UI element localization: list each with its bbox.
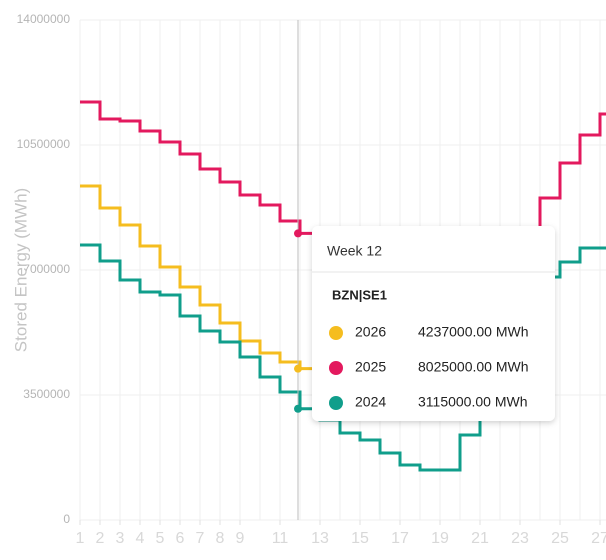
y-tick-label: 10500000	[17, 137, 71, 151]
x-tick-label: 25	[551, 530, 569, 547]
tooltip-value: 8025000.00 MWh	[418, 359, 529, 375]
y-tick-label: 14000000	[17, 12, 71, 26]
tooltip-value: 3115000.00 MWh	[418, 394, 527, 410]
x-tick-label: 17	[391, 530, 409, 547]
x-tick-label: 13	[311, 530, 329, 547]
y-tick-label: 0	[63, 512, 70, 526]
x-tick-label: 2	[96, 530, 105, 547]
y-tick-label: 7000000	[23, 262, 70, 276]
tooltip-value: 4237000.00 MWh	[418, 324, 529, 340]
tooltip-swatch	[329, 326, 343, 340]
x-tick-label: 6	[176, 530, 185, 547]
x-tick-label: 5	[156, 530, 165, 547]
tooltip-group: BZN|SE1	[332, 287, 387, 302]
x-tick-label: 21	[471, 530, 489, 547]
x-tick-label: 7	[196, 530, 205, 547]
x-tick-label: 27	[591, 530, 606, 547]
y-axis-label: Stored Energy (MWh)	[11, 188, 30, 352]
hover-point	[294, 229, 302, 238]
x-tick-label: 15	[351, 530, 369, 547]
x-tick-label: 9	[236, 530, 245, 547]
series-line	[80, 184, 320, 371]
hover-point	[294, 404, 302, 413]
x-tick-label: 1	[76, 530, 85, 547]
y-tick-label: 3500000	[23, 387, 70, 401]
tooltip: Week 12 BZN|SE1 2026 4237000.00 MWh 2025 80…	[312, 226, 555, 421]
x-tick-label: 8	[216, 530, 225, 547]
tooltip-series-name: 2025	[355, 359, 386, 375]
hover-point	[294, 364, 302, 373]
tooltip-swatch	[329, 396, 343, 410]
x-tick-label: 3	[116, 530, 125, 547]
tooltip-series-name: 2026	[355, 324, 386, 340]
tooltip-swatch	[329, 361, 343, 375]
x-tick-label: 23	[511, 530, 529, 547]
x-tick-label: 11	[272, 530, 289, 547]
x-tick-label: 19	[431, 530, 449, 547]
tooltip-title: Week 12	[327, 243, 382, 259]
tooltip-box	[312, 226, 555, 421]
x-tick-label: 4	[136, 530, 145, 547]
tooltip-series-name: 2024	[355, 394, 386, 410]
